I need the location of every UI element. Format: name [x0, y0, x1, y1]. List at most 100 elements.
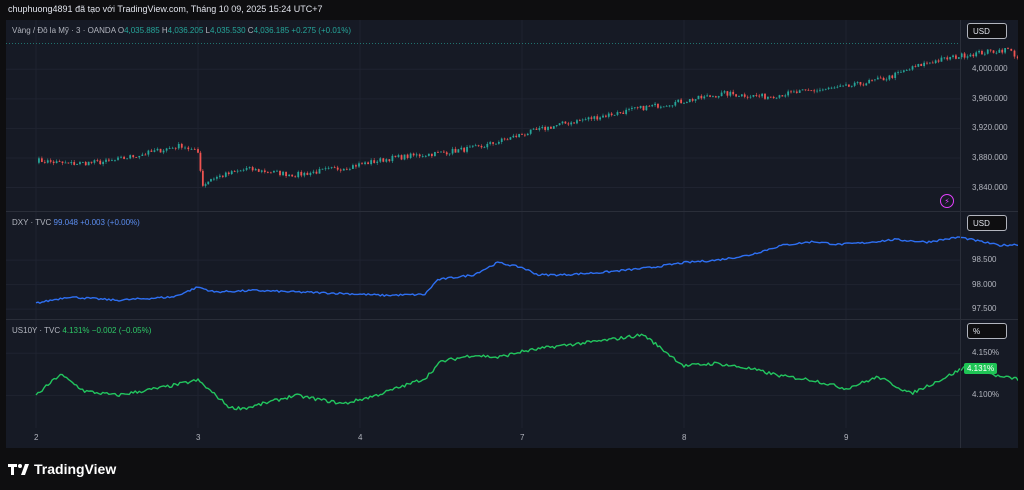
- candle: [677, 99, 680, 103]
- candle: [905, 68, 908, 71]
- candle: [651, 104, 654, 108]
- candle: [674, 99, 677, 107]
- candle: [914, 64, 917, 68]
- candle: [506, 137, 509, 141]
- candle: [318, 166, 321, 174]
- chart-plot[interactable]: [6, 20, 1018, 448]
- candle: [917, 63, 920, 68]
- candle: [879, 75, 882, 79]
- pane-separator[interactable]: [6, 319, 1018, 320]
- gold-unit-badge[interactable]: USD: [967, 23, 1007, 39]
- candle: [769, 96, 772, 98]
- candle: [477, 144, 480, 147]
- candle: [213, 177, 215, 181]
- candle: [700, 94, 703, 100]
- price-tick-label: 4.150%: [972, 348, 1000, 358]
- candle: [934, 59, 937, 64]
- candle: [703, 94, 706, 100]
- candle: [96, 158, 99, 162]
- candle: [248, 166, 251, 170]
- candle: [201, 168, 204, 187]
- us10y-value: 4.131%: [62, 326, 90, 335]
- candle: [38, 156, 40, 165]
- candle: [114, 159, 116, 162]
- candle: [749, 94, 752, 99]
- tradingview-logo[interactable]: TradingView: [8, 460, 116, 478]
- candle: [144, 152, 147, 156]
- candle: [58, 159, 61, 163]
- chart-frame[interactable]: Vàng / Đô la Mỹ · 3 · OANDA O4,035.885 H…: [6, 20, 1018, 448]
- candle: [946, 55, 949, 61]
- tradingview-mark-icon: [8, 464, 29, 475]
- candle: [986, 49, 989, 55]
- candle: [593, 115, 596, 121]
- candle: [798, 89, 801, 93]
- candle: [49, 158, 52, 164]
- candle: [336, 165, 339, 172]
- candle: [738, 95, 740, 98]
- lightning-icon[interactable]: ⚡: [940, 194, 954, 208]
- gold-open-label: O: [117, 26, 125, 35]
- candle: [370, 158, 373, 166]
- candle: [743, 92, 746, 99]
- candle: [819, 87, 821, 93]
- candle: [926, 61, 928, 65]
- candle: [761, 92, 764, 98]
- candle: [141, 152, 144, 157]
- candle: [804, 89, 807, 92]
- candle: [949, 56, 952, 61]
- candle: [260, 169, 263, 174]
- price-tick-label: 98.500: [972, 255, 997, 265]
- candle: [801, 89, 804, 91]
- candle: [120, 155, 122, 159]
- pane-separator[interactable]: [6, 211, 1018, 212]
- candle: [697, 95, 700, 100]
- candle: [940, 55, 943, 62]
- candle: [187, 145, 190, 152]
- gold-low-label: L: [205, 26, 210, 35]
- price-tick-label: 3,880.000: [972, 152, 1008, 162]
- us10y-change: −0.002 (−0.05%): [91, 326, 152, 335]
- candle: [662, 106, 665, 108]
- candle: [871, 79, 873, 82]
- candle: [671, 105, 674, 108]
- candle: [135, 156, 138, 158]
- time-axis[interactable]: 2 3 4 7 8 9: [6, 428, 960, 448]
- candle: [960, 52, 963, 60]
- candle: [694, 99, 697, 103]
- candle: [415, 152, 418, 158]
- candle: [239, 169, 242, 172]
- candle: [813, 88, 816, 94]
- candle: [578, 118, 581, 122]
- candle: [210, 178, 212, 182]
- candle: [975, 50, 978, 58]
- candle: [706, 93, 709, 97]
- candle: [492, 141, 494, 146]
- dxy-unit-badge[interactable]: USD: [967, 215, 1007, 231]
- candle: [602, 113, 604, 118]
- candle: [227, 171, 230, 176]
- candle: [111, 158, 113, 162]
- candle: [558, 123, 561, 126]
- candle: [1004, 48, 1007, 55]
- candle: [312, 169, 315, 175]
- candle: [385, 158, 388, 163]
- candle: [631, 105, 633, 111]
- candle: [294, 175, 297, 178]
- candle: [729, 90, 732, 98]
- candle: [70, 159, 73, 166]
- candle: [833, 86, 836, 89]
- candle: [911, 65, 914, 71]
- us10y-unit-badge[interactable]: %: [967, 323, 1007, 339]
- candle: [963, 51, 966, 60]
- candle: [204, 182, 207, 188]
- time-tick: 7: [520, 433, 525, 442]
- candle: [755, 92, 758, 98]
- candle: [969, 53, 972, 58]
- candle: [129, 154, 132, 160]
- candle: [306, 171, 309, 176]
- candle: [902, 69, 905, 74]
- price-tick-label: 97.500: [972, 304, 997, 314]
- candle: [434, 151, 436, 157]
- candle: [138, 155, 141, 160]
